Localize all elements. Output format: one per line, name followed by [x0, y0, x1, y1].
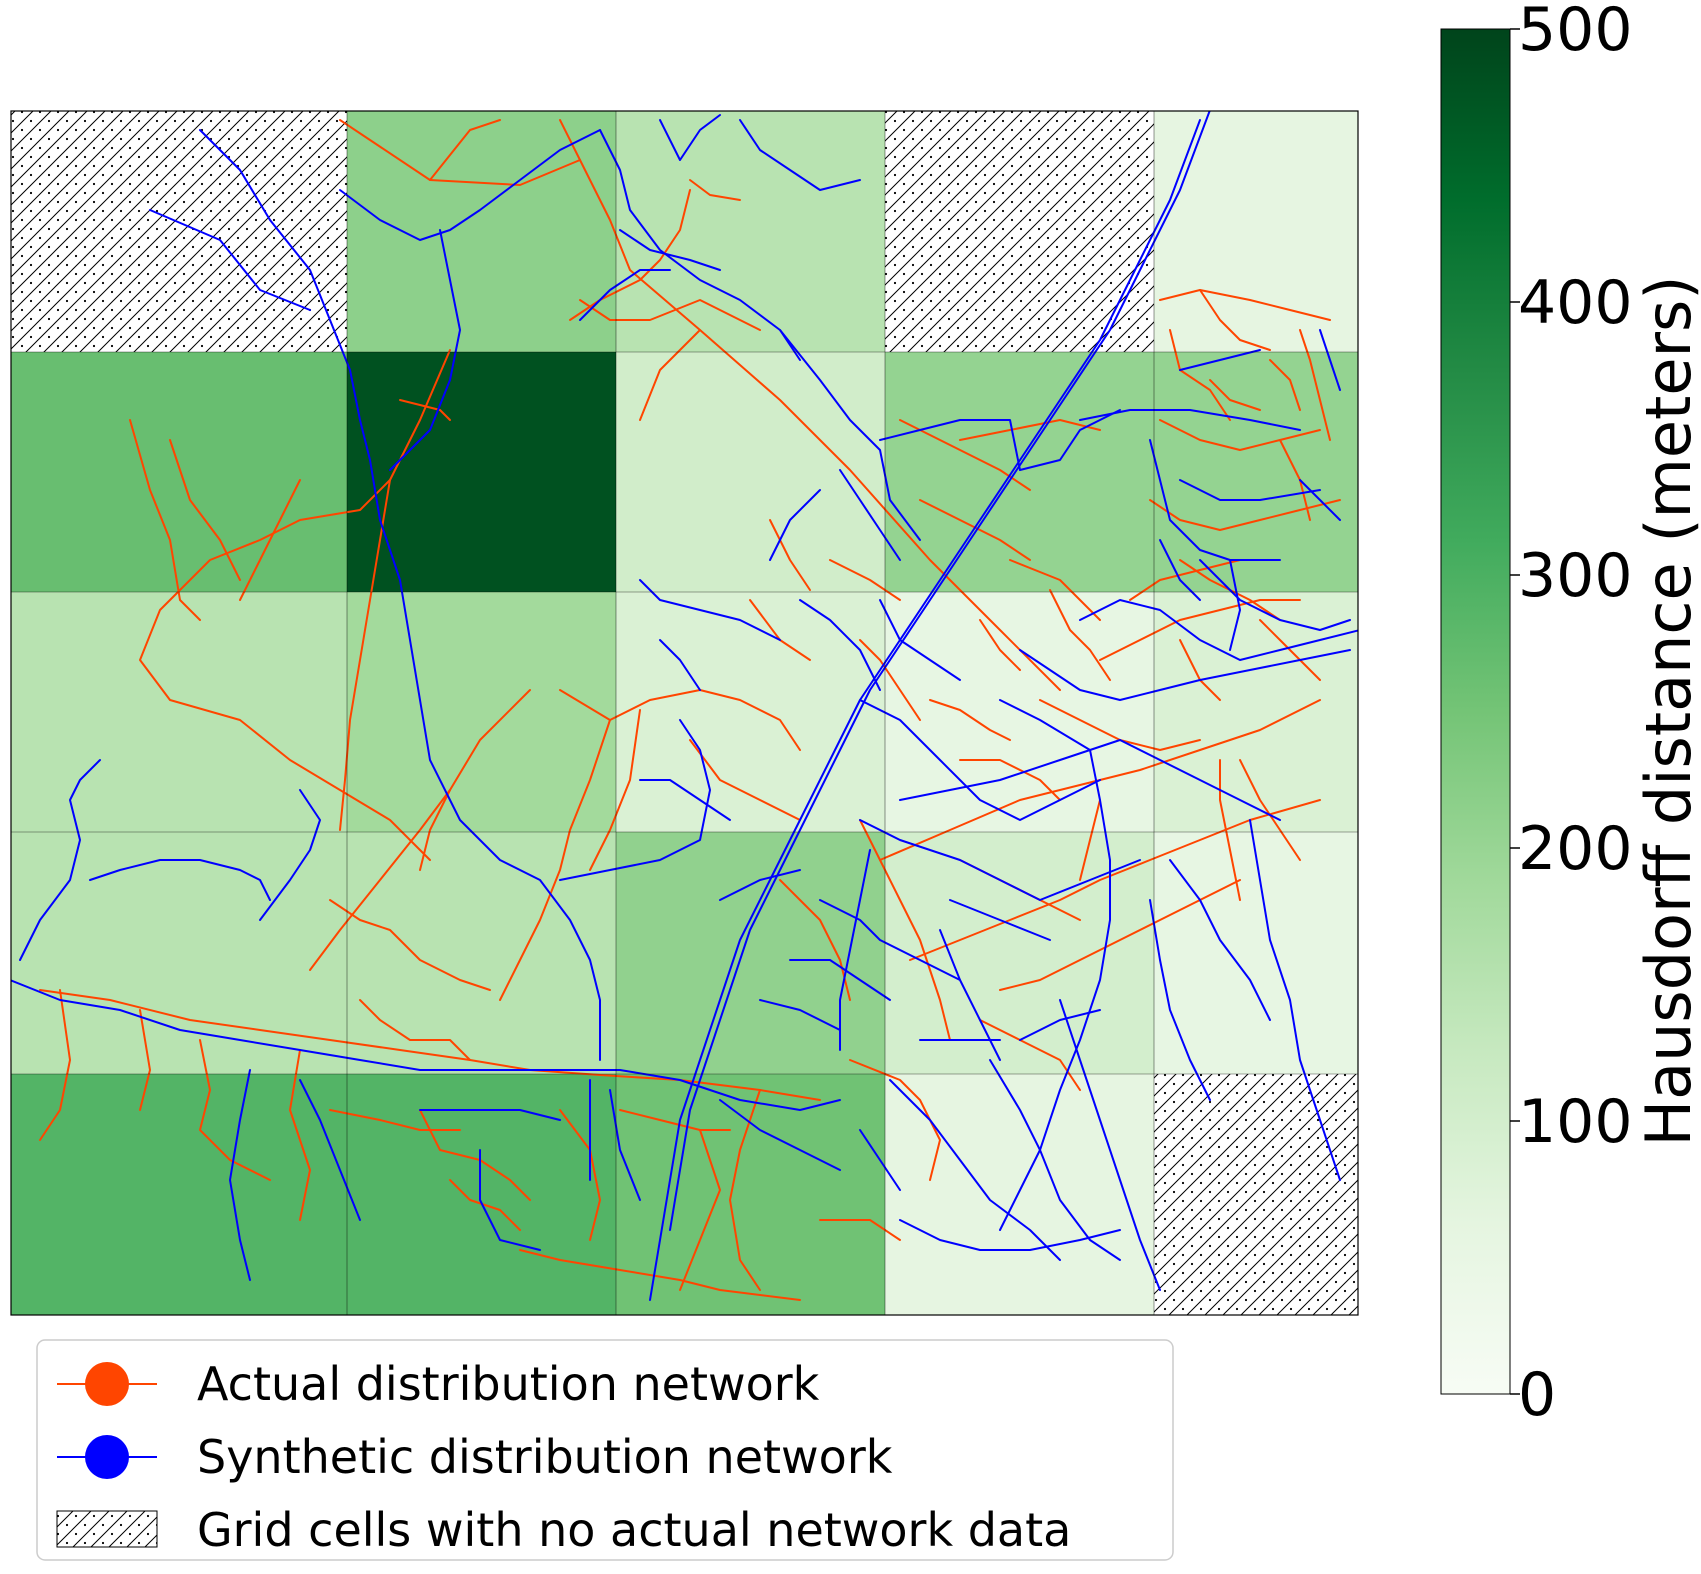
colorbar-ticks: 0 100 200 300 400 500 [1510, 0, 1633, 1430]
legend-no-data-label: Grid cells with no actual network data [197, 1503, 1071, 1557]
no-data-cell [1154, 1074, 1358, 1315]
colorbar-label: Hausdorff distance (meters) [1632, 276, 1701, 1147]
legend-entry-no-data: Grid cells with no actual network data [56, 1503, 1071, 1557]
colorbar: 0 100 200 300 400 500 Hausdorff distance (met… [1440, 0, 1701, 1430]
grid-cell [11, 1074, 347, 1315]
grid-cell [1154, 111, 1358, 352]
legend-hatch-swatch [56, 1510, 158, 1548]
grid-cell [616, 111, 885, 352]
colorbar-tick-label: 500 [1518, 0, 1633, 65]
grid-cell [347, 352, 616, 592]
grid-cell [616, 1074, 885, 1315]
grid-cell [616, 352, 885, 592]
grid-cell [347, 592, 616, 832]
legend-actual-label: Actual distribution network [197, 1357, 820, 1411]
legend-synthetic-label: Synthetic distribution network [197, 1430, 893, 1484]
legend-frame [36, 1339, 1174, 1561]
grid-cell [11, 592, 347, 832]
grid-cell [885, 592, 1154, 832]
colorbar-gradient [1440, 28, 1511, 1395]
grid-cell [347, 111, 616, 352]
grid-cell [616, 832, 885, 1074]
colorbar-tick-label: 0 [1518, 1360, 1556, 1430]
colorbar-tick-label: 200 [1518, 814, 1633, 884]
map-frame [10, 110, 1359, 1316]
colorbar-tick-label: 300 [1518, 541, 1633, 611]
grid-lines [11, 111, 1358, 1315]
grid-cell [1154, 832, 1358, 1074]
colorbar-tick-label: 100 [1518, 1087, 1633, 1157]
grid-cell [347, 1074, 616, 1315]
synthetic-network-lines [11, 111, 1358, 1301]
grid-cell [347, 832, 616, 1074]
no-data-cell [11, 111, 347, 352]
legend-synthetic-marker [85, 1435, 129, 1479]
actual-network-lines [39, 119, 1341, 1301]
no-data-cell [885, 111, 1154, 352]
legend-entry-actual: Actual distribution network [57, 1357, 820, 1411]
grid-cell [11, 352, 347, 592]
grid-cells [11, 111, 1358, 1315]
legend-actual-marker [85, 1362, 129, 1406]
legend: Actual distribution network Synthetic di… [36, 1339, 1174, 1561]
grid-cell [1154, 352, 1358, 592]
colorbar-tick-label: 400 [1518, 268, 1633, 338]
legend-entry-synthetic: Synthetic distribution network [57, 1430, 893, 1484]
grid-cell [616, 592, 885, 832]
grid-cell [885, 1074, 1154, 1315]
